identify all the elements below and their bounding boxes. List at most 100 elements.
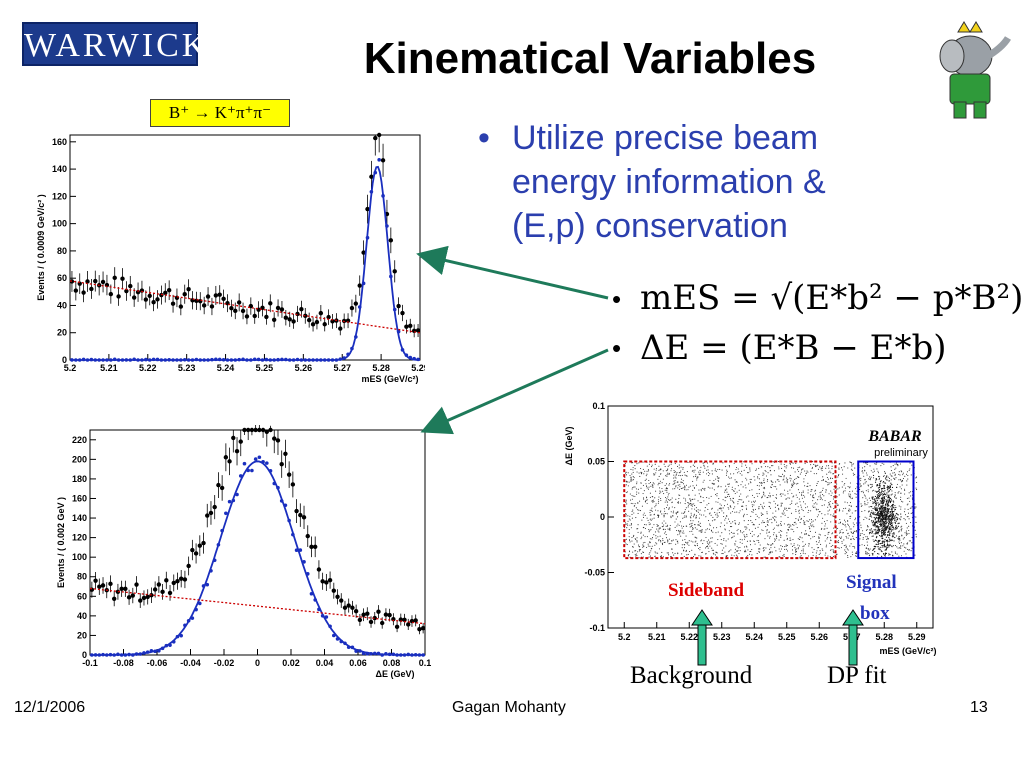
event-point <box>691 524 693 527</box>
event-point <box>809 519 811 521</box>
event-point <box>699 469 701 472</box>
event-point <box>818 533 820 535</box>
event-point <box>671 506 673 508</box>
event-point <box>625 538 627 540</box>
event-point <box>815 541 817 543</box>
event-point <box>843 519 846 521</box>
event-point <box>786 545 788 547</box>
signal-event-point <box>881 534 883 536</box>
event-point <box>908 469 910 471</box>
event-point <box>812 494 814 496</box>
event-point <box>635 488 637 490</box>
data-point <box>152 587 158 592</box>
event-point <box>735 467 738 469</box>
event-point <box>783 512 785 514</box>
event-point <box>685 507 687 509</box>
event-point <box>740 531 742 533</box>
data-point <box>268 427 273 433</box>
event-point <box>719 535 721 537</box>
signal-event-point <box>876 513 878 515</box>
event-point <box>649 514 651 516</box>
event-point <box>788 526 790 528</box>
signal-event-point <box>891 507 893 509</box>
event-point <box>855 506 857 508</box>
event-point <box>890 532 892 534</box>
event-point <box>753 504 755 506</box>
event-point <box>827 533 829 535</box>
event-point <box>809 528 811 530</box>
data-point <box>271 317 277 322</box>
mes-formula: mES = √(E*b² − p*B²) <box>640 278 1024 318</box>
event-point <box>631 517 633 519</box>
event-point <box>864 495 866 497</box>
event-point <box>821 493 824 496</box>
event-point <box>711 487 713 489</box>
signal-event-point <box>871 520 873 522</box>
event-point <box>884 492 886 494</box>
data-point <box>373 135 378 141</box>
event-point <box>767 479 769 481</box>
event-point <box>850 461 852 463</box>
event-point <box>840 531 842 533</box>
signal-event-point <box>883 497 885 499</box>
event-point <box>776 488 778 490</box>
event-point <box>820 497 822 499</box>
data-point <box>119 586 124 592</box>
event-point <box>673 470 675 472</box>
event-point <box>631 479 633 481</box>
event-point <box>826 527 828 529</box>
event-point <box>728 551 730 553</box>
event-point <box>822 549 824 551</box>
signal-event-point <box>892 515 895 517</box>
event-point <box>676 530 678 532</box>
event-point <box>728 483 730 485</box>
event-point <box>741 470 743 472</box>
event-point <box>663 520 665 522</box>
event-point <box>864 510 866 512</box>
event-point <box>665 522 667 524</box>
event-point <box>869 478 872 480</box>
event-point <box>851 551 853 553</box>
event-point <box>671 548 673 550</box>
data-point <box>342 605 348 610</box>
signal-event-point <box>876 509 879 511</box>
event-point <box>851 465 853 467</box>
event-point <box>634 538 636 540</box>
event-point <box>875 533 877 535</box>
data-point <box>357 617 363 623</box>
event-point <box>677 484 679 486</box>
event-point <box>681 547 683 549</box>
event-point <box>821 527 823 530</box>
event-point <box>870 505 872 508</box>
signal-event-point <box>887 512 889 514</box>
signal-event-point <box>876 526 878 528</box>
event-point <box>842 469 844 471</box>
event-point <box>649 518 651 520</box>
event-point <box>629 474 631 477</box>
data-point <box>201 303 207 308</box>
event-point <box>808 535 810 537</box>
event-point <box>730 522 732 524</box>
event-point <box>780 535 782 537</box>
signal-event-point <box>882 499 884 501</box>
data-point <box>413 618 418 623</box>
signal-event-point <box>882 519 884 522</box>
event-point <box>690 466 692 468</box>
signal-event-point <box>887 485 890 488</box>
signal-event-point <box>891 508 893 510</box>
event-point <box>795 518 797 520</box>
event-point <box>873 468 875 470</box>
signal-event-point <box>888 496 890 499</box>
event-point <box>906 504 908 506</box>
event-point <box>673 471 675 474</box>
event-point <box>874 529 876 531</box>
event-point <box>848 510 850 512</box>
signal-event-point <box>890 527 892 529</box>
event-point <box>869 479 871 481</box>
event-point <box>815 555 817 557</box>
event-point <box>851 490 853 492</box>
event-point <box>748 472 750 474</box>
event-point <box>666 539 669 541</box>
signal-event-point <box>876 525 878 527</box>
event-point <box>885 495 887 497</box>
